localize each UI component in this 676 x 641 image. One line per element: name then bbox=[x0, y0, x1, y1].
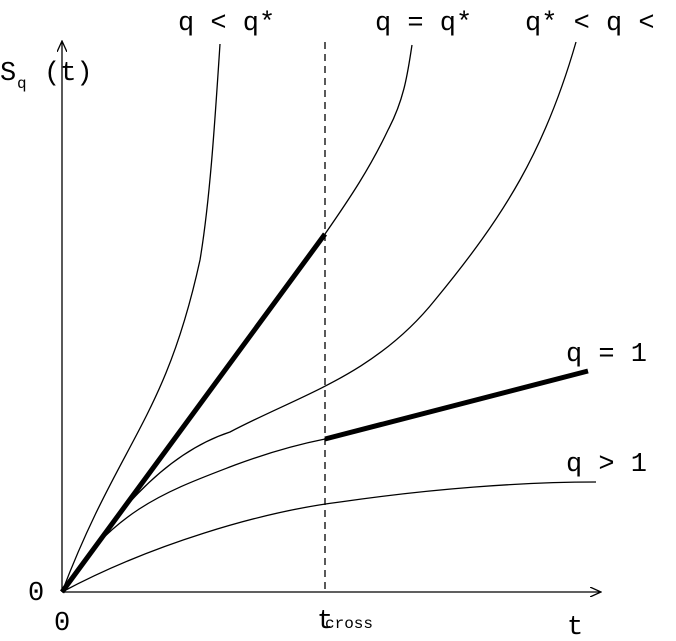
linear-segment-initial bbox=[59, 232, 328, 594]
label-q-eq-1: q = 1 bbox=[566, 340, 647, 370]
origin-label-x: 0 bbox=[54, 609, 70, 639]
label-q-less-qstar: q < q* bbox=[178, 9, 275, 39]
linear-segment-q-eq-1 bbox=[324, 368, 589, 442]
curve-q-eq-1 bbox=[61, 438, 326, 593]
label-qstar-lt-q: q* < q < bbox=[525, 9, 655, 39]
label-q-gt-1: q > 1 bbox=[566, 450, 647, 480]
origin-label-y: 0 bbox=[28, 579, 44, 609]
curve-q-eq-qstar bbox=[324, 44, 413, 235]
curve-q-gt-1 bbox=[61, 481, 597, 593]
y-axis-label-arg: (t) bbox=[44, 59, 93, 89]
t-cross-label-sub: cross bbox=[325, 615, 373, 633]
t-cross-label-main: t bbox=[317, 607, 333, 637]
curve-qstar-lt-q bbox=[61, 41, 577, 593]
x-axis-label: t bbox=[567, 613, 583, 641]
y-axis-label-sub: q bbox=[17, 75, 27, 93]
curve-q-less-qstar bbox=[61, 43, 221, 593]
label-q-eq-qstar: q = q* bbox=[375, 9, 472, 39]
y-axis-label-main: S bbox=[0, 59, 16, 89]
